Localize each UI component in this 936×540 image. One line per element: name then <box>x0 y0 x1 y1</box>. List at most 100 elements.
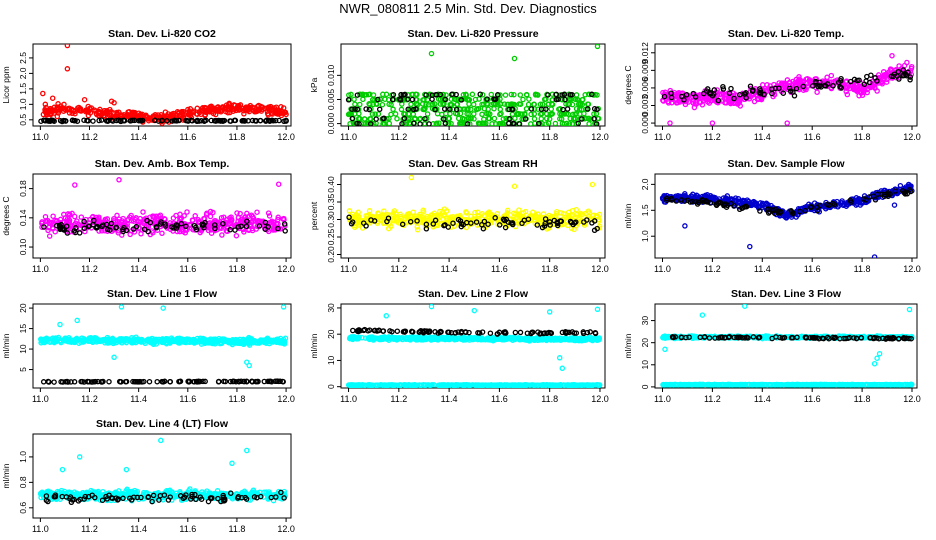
data-point <box>475 105 482 112</box>
data-point <box>54 222 60 229</box>
data-point <box>443 92 449 98</box>
data-point <box>220 220 226 227</box>
data-point <box>466 329 472 336</box>
data-point <box>569 207 576 214</box>
data-point <box>424 336 430 342</box>
data-point <box>502 224 509 231</box>
data-point <box>735 198 741 205</box>
data-point <box>866 79 873 86</box>
x-tick-label: 11.2 <box>81 132 98 142</box>
y-tick-label: 0.30 <box>326 211 336 228</box>
data-point <box>138 231 144 237</box>
outlier-point <box>589 181 596 188</box>
y-tick-label: 0.006 <box>640 77 650 99</box>
data-point <box>484 96 490 102</box>
x-tick-label: 11.2 <box>81 394 98 404</box>
data-point <box>791 93 798 99</box>
data-point <box>793 214 799 220</box>
data-point <box>64 230 71 236</box>
data-point <box>467 121 473 126</box>
data-point <box>442 96 448 103</box>
data-point <box>261 378 268 385</box>
data-point <box>575 120 581 126</box>
data-point <box>557 106 563 112</box>
data-point <box>105 118 111 124</box>
data-point <box>586 334 593 341</box>
data-point <box>43 218 50 225</box>
data-point <box>199 221 205 227</box>
data-point <box>247 102 254 109</box>
data-point <box>567 91 574 98</box>
data-point <box>180 228 186 235</box>
plot-frame <box>654 173 918 259</box>
data-point <box>425 102 432 108</box>
data-point <box>420 97 426 103</box>
data-point <box>231 378 237 385</box>
data-point <box>281 221 288 227</box>
data-point <box>423 92 429 98</box>
x-tick-label: 11.2 <box>390 264 407 274</box>
data-point <box>196 218 202 225</box>
data-point <box>578 101 584 107</box>
data-point <box>350 327 356 334</box>
data-point <box>234 337 241 344</box>
data-point <box>714 96 720 103</box>
y-tick-label: 0 <box>326 384 336 389</box>
data-point <box>93 225 100 231</box>
data-point <box>415 101 421 108</box>
data-point <box>410 91 416 98</box>
data-point <box>700 97 707 104</box>
data-point <box>581 219 587 225</box>
data-point <box>720 86 727 92</box>
data-point <box>517 92 524 98</box>
data-point <box>458 221 465 227</box>
data-point <box>812 80 819 86</box>
data-point <box>429 101 435 108</box>
data-point <box>345 97 352 103</box>
data-point <box>767 209 773 215</box>
data-point <box>79 338 86 344</box>
data-point <box>61 211 67 218</box>
data-point <box>410 209 416 215</box>
data-point <box>579 116 585 122</box>
data-point <box>192 213 198 219</box>
data-point <box>137 378 143 385</box>
y-axis-label: Licor ppm <box>1 66 11 103</box>
x-tick-label: 11.4 <box>441 132 458 142</box>
data-point <box>471 116 477 122</box>
data-point <box>562 328 569 335</box>
data-point <box>69 117 76 124</box>
data-point <box>732 198 738 204</box>
data-point <box>472 96 479 103</box>
data-point <box>61 101 67 108</box>
x-tick-label: 11.6 <box>179 394 196 404</box>
outlier-point <box>594 44 601 50</box>
data-point <box>276 378 282 385</box>
data-point <box>390 336 397 342</box>
data-point <box>735 98 742 104</box>
data-point <box>712 195 719 201</box>
x-tick-label: 11.6 <box>179 132 196 142</box>
data-point <box>479 329 486 335</box>
data-point <box>40 379 47 385</box>
data-point <box>573 105 580 112</box>
outlier-point <box>74 317 80 324</box>
data-point <box>591 116 597 122</box>
data-point <box>373 116 379 122</box>
data-point <box>283 118 289 124</box>
x-tick-label: 11.2 <box>81 264 98 274</box>
x-tick-label: 11.6 <box>804 132 821 142</box>
data-point <box>511 101 518 108</box>
data-point <box>512 329 519 336</box>
data-point <box>420 106 426 113</box>
data-point <box>796 74 802 80</box>
data-point <box>355 115 362 122</box>
data-point <box>76 107 83 114</box>
data-point <box>748 201 754 207</box>
data-point <box>531 106 538 112</box>
data-point <box>907 74 914 80</box>
data-point <box>468 220 474 226</box>
data-point <box>563 120 570 126</box>
data-point <box>562 96 568 103</box>
figure-title: NWR_080811 2.5 Min. Std. Dev. Diagnostic… <box>339 1 597 16</box>
